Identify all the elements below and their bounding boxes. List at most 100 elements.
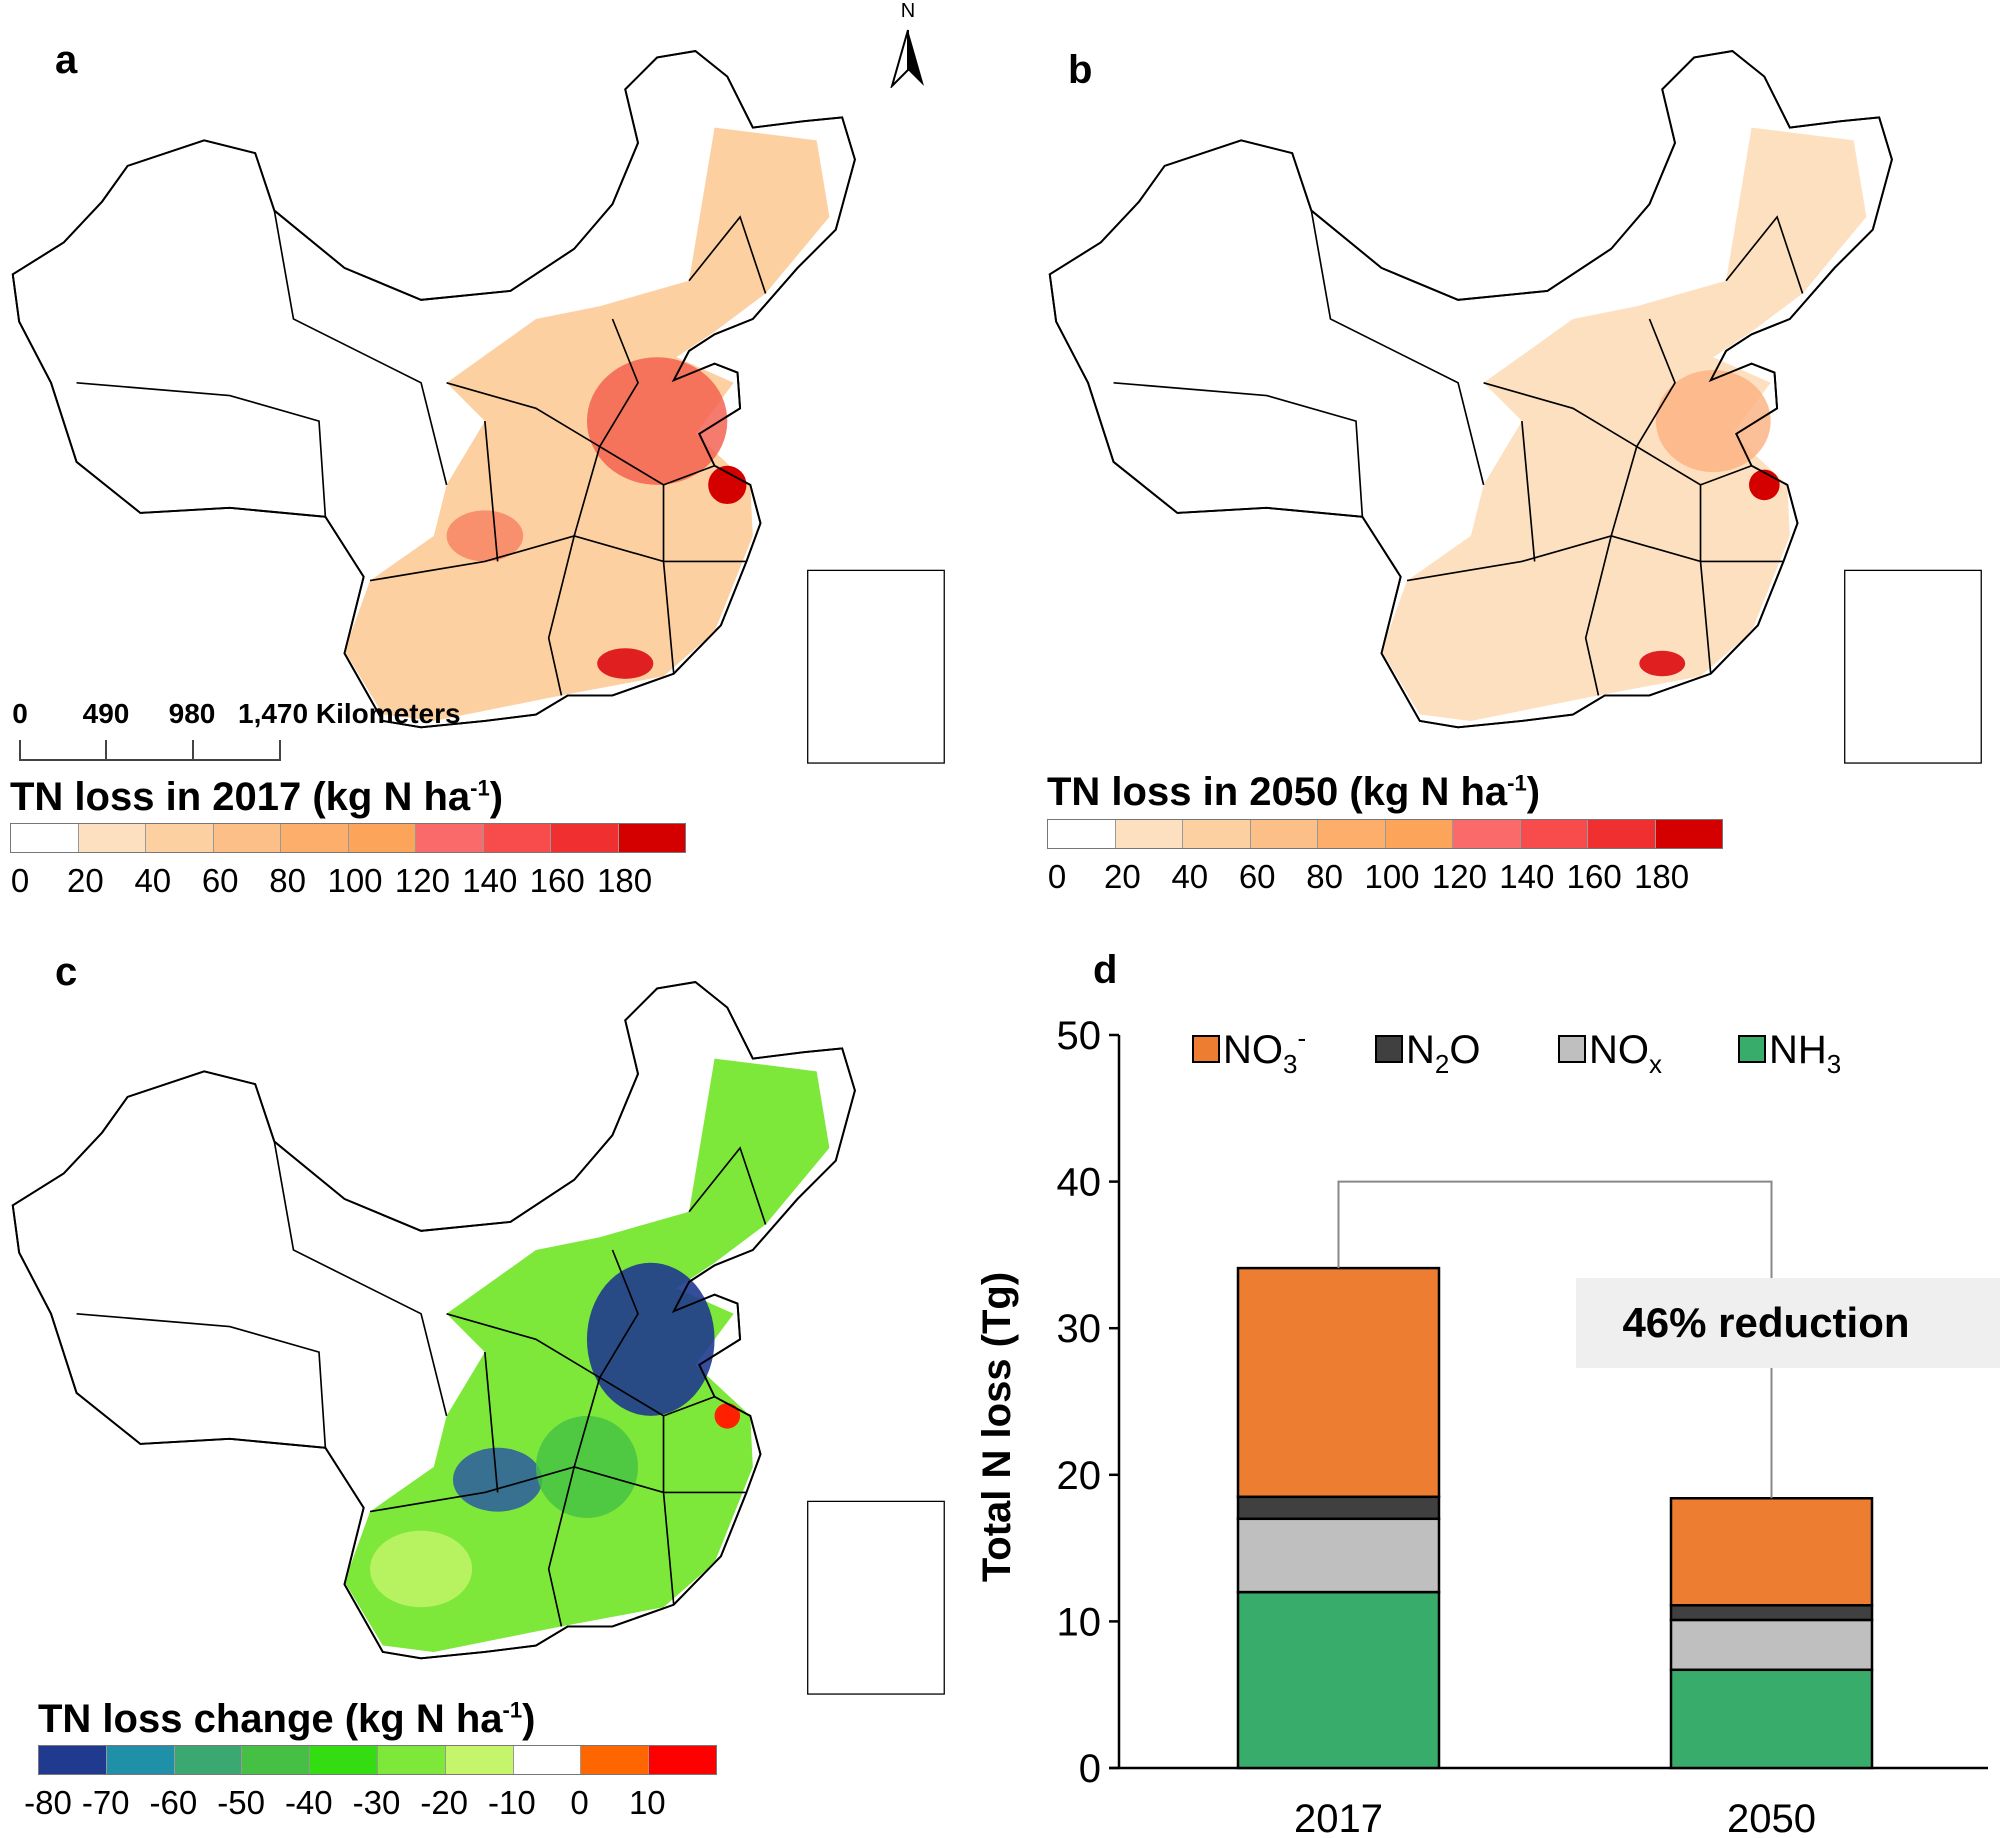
legend-title-close: ) <box>1526 770 1541 814</box>
legend-title-sup: -1 <box>502 1697 523 1723</box>
colorbar-swatch <box>213 824 281 852</box>
north-arrow-icon <box>890 29 924 88</box>
colorbar-swatch <box>551 824 619 852</box>
colorbar-swatch <box>513 1746 582 1774</box>
colorbar-tick: -80 <box>24 1784 72 1821</box>
colorbar-ticks-b: 0 20 40 60 80 100 120 140 160 180 <box>1047 858 1721 898</box>
colorbar-swatch <box>348 824 416 852</box>
bar-segment-nox-2050 <box>1669 1618 1874 1672</box>
colorbar-swatch <box>281 824 349 852</box>
panel-c-label: c <box>55 950 78 994</box>
colorbar-swatch <box>649 1746 716 1774</box>
colorbar-tick: -30 <box>352 1784 401 1821</box>
colorbar-tick: -60 <box>149 1784 198 1821</box>
y-tick-label: 10 <box>1057 1600 1102 1644</box>
colorbar-swatch <box>78 824 146 852</box>
colorbar-tick: 60 <box>1238 858 1276 895</box>
bar-segment-n2o-2050 <box>1669 1604 1874 1622</box>
colorbar-tick: -10 <box>488 1784 536 1821</box>
colorbar-swatch <box>1385 820 1453 848</box>
colorbar-tick: 140 <box>462 862 518 899</box>
colorbar-swatch <box>618 824 685 852</box>
colorbar-swatch <box>377 1746 446 1774</box>
panel-a-label: a <box>55 38 78 82</box>
colorbar-swatch <box>39 1746 107 1774</box>
x-tick-label: 2050 <box>1727 1797 1816 1838</box>
colorbar-ticks-a: 0 20 40 60 80 100 120 140 160 180 <box>10 862 684 902</box>
scale-tick: 980 <box>168 698 216 729</box>
legend-title-text: TN loss in 2050 (kg N ha <box>1047 770 1508 814</box>
scale-tick: 1,470 Kilometers <box>238 698 461 729</box>
colorbar-tick: 0 <box>570 1784 589 1821</box>
colorbar-tick: 180 <box>1634 858 1690 895</box>
colorbar-tick: 160 <box>529 862 585 899</box>
colorbar-swatch <box>416 824 484 852</box>
colorbar-tick: 40 <box>134 862 172 899</box>
legend-title-text: TN loss change (kg N ha <box>38 1697 503 1741</box>
colorbar-swatch <box>1250 820 1318 848</box>
colorbar-tick: -70 <box>81 1784 130 1821</box>
reduction-annotation: 46% reduction <box>1622 1299 1909 1346</box>
colorbar-tick: 140 <box>1499 858 1555 895</box>
colorbar-swatch <box>1520 820 1588 848</box>
colorbar-tick: 60 <box>201 862 239 899</box>
legend-title-sup: -1 <box>1507 770 1527 796</box>
legend-title-sup: -1 <box>470 775 490 801</box>
bar-segment-nh3-2017 <box>1236 1590 1441 1770</box>
bar-segment-no3-2017 <box>1236 1266 1441 1499</box>
colorbar-tick: 100 <box>327 862 383 899</box>
bar-segment-no3-2050 <box>1669 1497 1874 1607</box>
colorbar-swatch <box>483 824 551 852</box>
colorbar-swatch <box>1048 820 1116 848</box>
scale-bar-labels: 0 490 980 1,470 Kilometers <box>0 698 500 738</box>
colorbar-tick: 120 <box>1431 858 1487 895</box>
y-tick-label: 20 <box>1057 1454 1102 1498</box>
legend-label: NO3- <box>1223 1023 1306 1079</box>
y-tick-label: 50 <box>1057 1014 1102 1058</box>
panel-b-label: b <box>1068 48 1093 92</box>
scale-bar <box>19 740 281 761</box>
legend-label: NOx <box>1589 1028 1662 1079</box>
colorbar-tick: 0 <box>10 862 30 899</box>
colorbar-swatch <box>146 824 214 852</box>
y-axis-label: Total N loss (Tg) <box>975 1272 1019 1582</box>
colorbar-tick: 20 <box>67 862 104 899</box>
colorbar-swatch <box>174 1746 243 1774</box>
colorbar-swatch <box>581 1746 650 1774</box>
colorbar-tick: 120 <box>394 862 450 899</box>
y-tick-label: 0 <box>1079 1747 1101 1791</box>
legend-title-b: TN loss in 2050 (kg N ha-1) <box>1047 770 1540 815</box>
legend-swatch-n2o <box>1375 1035 1403 1063</box>
bar-segment-nox-2017 <box>1236 1517 1441 1594</box>
y-tick-label: 40 <box>1057 1161 1102 1205</box>
colorbar-swatch <box>1115 820 1183 848</box>
bar-segment-nh3-2050 <box>1669 1668 1874 1770</box>
colorbar-tick: 80 <box>269 862 306 899</box>
legend-label: N2O <box>1406 1028 1480 1079</box>
legend-swatch-nh3 <box>1738 1035 1766 1063</box>
colorbar-tick: 80 <box>1306 858 1343 895</box>
colorbar-swatch <box>1318 820 1386 848</box>
colorbar-tick: 180 <box>597 862 653 899</box>
colorbar-tick: -50 <box>217 1784 265 1821</box>
legend-title-a: TN loss in 2017 (kg N ha-1) <box>10 775 503 820</box>
x-tick-label: 2017 <box>1294 1797 1383 1838</box>
scale-tick: 490 <box>82 698 130 729</box>
colorbar-a <box>10 823 686 853</box>
colorbar-tick: 40 <box>1171 858 1209 895</box>
colorbar-tick: 0 <box>1047 858 1067 895</box>
legend-title-close: ) <box>522 1697 536 1741</box>
colorbar-tick: 10 <box>628 1784 666 1821</box>
legend-swatch-no3 <box>1192 1035 1220 1063</box>
legend-label: NH3 <box>1769 1028 1841 1079</box>
colorbar-tick: -40 <box>284 1784 333 1821</box>
colorbar-swatch <box>1588 820 1656 848</box>
colorbar-swatch <box>242 1746 311 1774</box>
colorbar-c <box>38 1745 717 1775</box>
north-label: N <box>900 0 916 22</box>
colorbar-tick: 20 <box>1104 858 1141 895</box>
colorbar-tick: 160 <box>1566 858 1622 895</box>
annotation-box <box>1576 1278 2000 1368</box>
colorbar-swatch <box>11 824 79 852</box>
